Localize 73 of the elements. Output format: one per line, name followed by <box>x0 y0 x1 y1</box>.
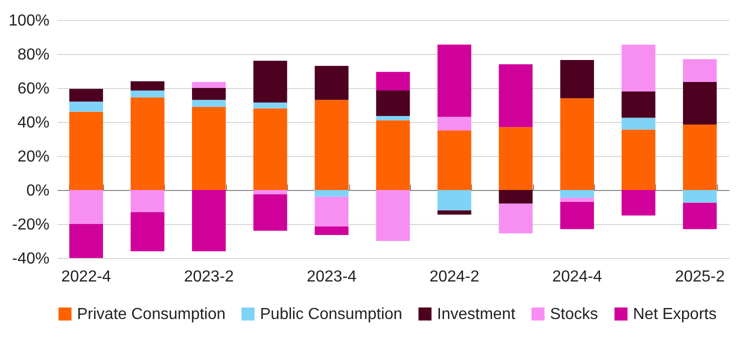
bar <box>253 60 288 102</box>
bar <box>314 66 349 100</box>
y-tick-label: 60% <box>17 80 50 98</box>
bar <box>437 44 472 117</box>
bar <box>682 82 717 125</box>
bar <box>560 202 594 230</box>
bar <box>192 88 226 100</box>
bar <box>130 81 164 91</box>
bar <box>622 91 656 118</box>
bar <box>682 59 717 82</box>
legend-label: Public Consumption <box>260 306 402 323</box>
bar <box>130 97 164 190</box>
bar <box>253 108 288 190</box>
bar <box>69 190 104 224</box>
bar <box>130 190 164 212</box>
bar <box>314 196 349 227</box>
bar <box>253 102 288 108</box>
bar <box>560 190 594 198</box>
x-tick-label: 2022-4 <box>61 268 112 286</box>
bar <box>376 120 410 190</box>
x-tick-label: 2024-4 <box>552 268 602 286</box>
bar <box>622 190 656 216</box>
x-tick-label: 2023-4 <box>306 268 357 286</box>
bar <box>622 44 656 92</box>
bar <box>498 190 533 204</box>
bar <box>682 202 717 230</box>
bar <box>498 127 533 190</box>
bar <box>69 88 104 102</box>
bar <box>437 116 472 130</box>
bar <box>69 224 104 258</box>
y-tick-label: -40% <box>12 250 50 268</box>
y-tick-label: -20% <box>12 216 50 234</box>
bar <box>622 130 656 190</box>
bar <box>69 102 104 112</box>
bar <box>376 90 410 116</box>
bar <box>192 106 226 190</box>
x-tick-label: 2025-2 <box>674 268 725 286</box>
bar <box>192 82 226 88</box>
bar <box>560 198 594 202</box>
y-tick-label: 100% <box>8 12 50 30</box>
bar <box>130 90 164 98</box>
bar <box>437 130 472 190</box>
bar <box>376 116 410 120</box>
y-tick-label: 40% <box>17 114 50 132</box>
bar <box>253 194 288 231</box>
x-tick-label: 2024-2 <box>429 268 480 286</box>
bar <box>498 204 533 234</box>
bar <box>192 100 226 107</box>
bar <box>437 190 472 210</box>
y-tick-label: 0% <box>26 182 50 200</box>
legend-label: Net Exports <box>633 306 717 323</box>
bar <box>253 190 288 194</box>
y-tick-label: 80% <box>17 46 50 64</box>
bar <box>69 112 104 190</box>
legend-label: Private Consumption <box>77 306 226 323</box>
bar <box>622 118 656 130</box>
bar <box>560 60 594 98</box>
bar <box>130 212 164 252</box>
bar <box>682 190 717 203</box>
y-tick-label: 20% <box>17 148 50 166</box>
bar <box>314 100 349 190</box>
legend-label: Investment <box>437 306 516 323</box>
bar <box>437 210 472 215</box>
bar <box>376 190 410 241</box>
bar <box>192 190 226 252</box>
bar <box>314 226 349 236</box>
bar <box>498 64 533 128</box>
bar <box>314 190 349 197</box>
bar <box>560 98 594 190</box>
x-tick-label: 2023-2 <box>184 268 234 286</box>
bar <box>682 124 717 190</box>
legend-label: Stocks <box>550 306 598 323</box>
bar <box>376 72 410 91</box>
